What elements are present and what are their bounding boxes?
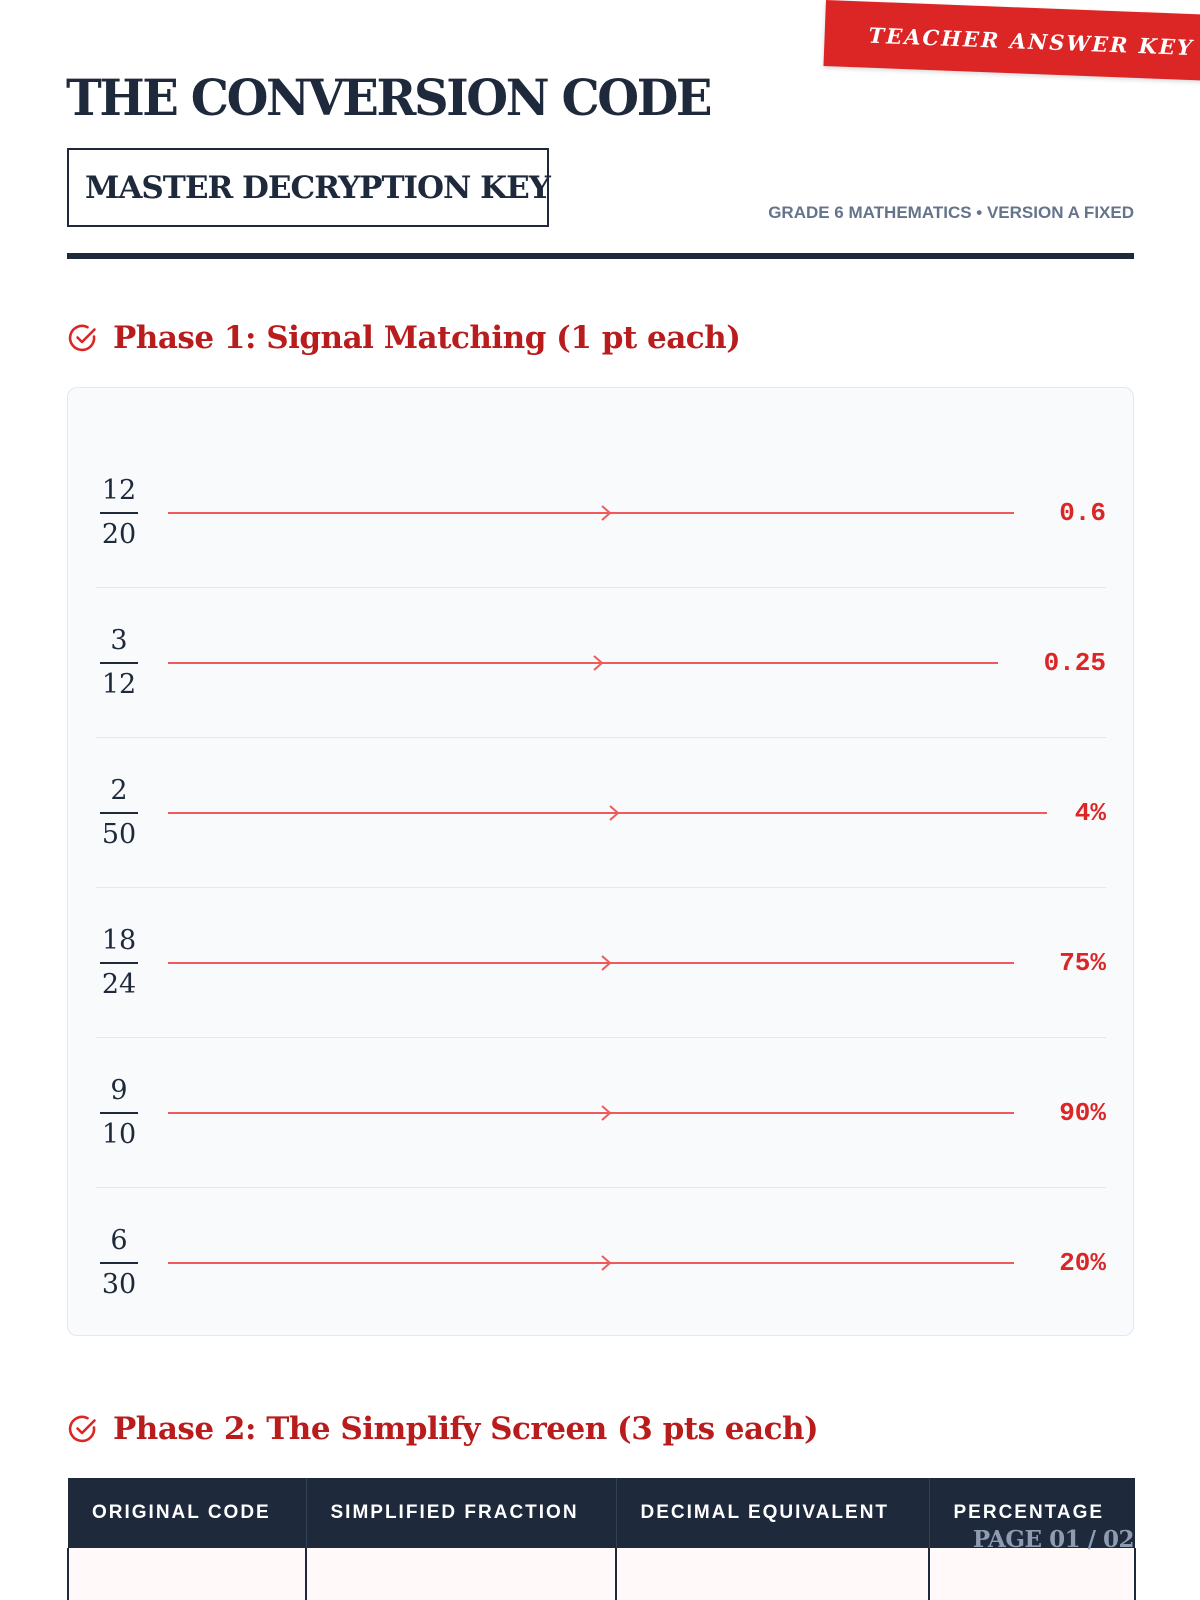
phase2-heading-text: Phase 2: The Simplify Screen (3 pts each… — [113, 1411, 819, 1447]
match-line — [168, 1112, 1014, 1114]
match-row: 12 20 0.6 — [96, 438, 1106, 588]
match-row: 6 30 20% — [96, 1188, 1106, 1338]
table-cell — [928, 1548, 1136, 1600]
check-circle-icon — [68, 324, 96, 352]
fraction: 12 20 — [100, 438, 138, 588]
column-header-decimal-equivalent: DECIMAL EQUIVALENT — [616, 1478, 930, 1548]
fraction: 6 30 — [100, 1188, 138, 1338]
match-row: 3 12 0.25 — [96, 588, 1106, 738]
page-title: THE CONVERSION CODE — [66, 68, 713, 127]
match-answer: 20% — [1059, 1248, 1106, 1278]
fraction-bar — [100, 512, 138, 514]
fraction-numerator: 6 — [110, 1225, 128, 1256]
check-circle-icon — [68, 1415, 96, 1443]
fraction: 3 12 — [100, 588, 138, 738]
match-row: 9 10 90% — [96, 1038, 1106, 1188]
arrow-right-icon — [601, 1255, 612, 1271]
phase1-heading: Phase 1: Signal Matching (1 pt each) — [67, 320, 741, 356]
arrow-right-icon — [601, 955, 612, 971]
phase1-heading-text: Phase 1: Signal Matching (1 pt each) — [113, 320, 741, 356]
fraction-bar — [100, 812, 138, 814]
stamp-label: TEACHER ANSWER KEY — [868, 22, 1195, 60]
table-cell — [67, 1548, 307, 1600]
fraction-denominator: 24 — [101, 969, 137, 1000]
fraction-bar — [100, 662, 138, 664]
table-header-row: ORIGINAL CODE SIMPLIFIED FRACTION DECIMA… — [68, 1478, 1135, 1548]
table-row — [67, 1548, 1136, 1600]
teacher-answer-key-stamp: TEACHER ANSWER KEY — [823, 0, 1200, 81]
arrow-right-icon — [593, 655, 604, 671]
match-answer: 0.6 — [1059, 498, 1106, 528]
header-divider — [67, 253, 1134, 259]
fraction: 9 10 — [100, 1038, 138, 1188]
fraction-bar — [100, 1262, 138, 1264]
match-line — [168, 962, 1014, 964]
match-row: 2 50 4% — [96, 738, 1106, 888]
fraction-bar — [100, 962, 138, 964]
fraction-numerator: 3 — [110, 625, 128, 656]
column-header-percentage: PERCENTAGE — [929, 1478, 1135, 1548]
grade-version-meta: GRADE 6 MATHEMATICS • VERSION A FIXED — [768, 203, 1134, 222]
match-line — [168, 512, 1014, 514]
table-cell — [615, 1548, 930, 1600]
fraction-bar — [100, 1112, 138, 1114]
fraction: 2 50 — [100, 738, 138, 888]
fraction-numerator: 18 — [101, 925, 137, 956]
fraction-denominator: 20 — [101, 519, 137, 550]
fraction-numerator: 12 — [101, 475, 137, 506]
fraction-denominator: 50 — [101, 819, 137, 850]
match-line — [168, 662, 998, 664]
column-header-original-code: ORIGINAL CODE — [68, 1478, 307, 1548]
subtitle-box: MASTER DECRYPTION KEY — [67, 148, 551, 227]
subtitle-label: MASTER DECRYPTION KEY — [85, 169, 551, 206]
match-answer: 90% — [1059, 1098, 1106, 1128]
match-line — [168, 1262, 1014, 1264]
table-cell — [305, 1548, 617, 1600]
simplify-table: ORIGINAL CODE SIMPLIFIED FRACTION DECIMA… — [67, 1478, 1136, 1600]
arrow-right-icon — [601, 505, 612, 521]
match-row: 18 24 75% — [96, 888, 1106, 1038]
fraction-denominator: 30 — [101, 1269, 137, 1300]
fraction-numerator: 2 — [110, 775, 128, 806]
page-number: PAGE 01 / 02 — [972, 1526, 1135, 1553]
match-answer: 0.25 — [1043, 648, 1106, 678]
fraction: 18 24 — [100, 888, 138, 1038]
match-answer: 75% — [1059, 948, 1106, 978]
match-answer: 4% — [1074, 798, 1106, 828]
match-line — [168, 812, 1047, 814]
arrow-right-icon — [609, 805, 620, 821]
fraction-denominator: 12 — [101, 669, 137, 700]
phase2-heading: Phase 2: The Simplify Screen (3 pts each… — [67, 1411, 819, 1447]
column-header-simplified-fraction: SIMPLIFIED FRACTION — [306, 1478, 617, 1548]
simplify-table-wrapper: ORIGINAL CODE SIMPLIFIED FRACTION DECIMA… — [67, 1478, 1136, 1600]
signal-matching-panel: 12 20 0.6 3 12 0.25 2 50 4% 18 24 — [67, 387, 1134, 1336]
fraction-denominator: 10 — [101, 1119, 137, 1150]
fraction-numerator: 9 — [110, 1075, 128, 1106]
arrow-right-icon — [601, 1105, 612, 1121]
